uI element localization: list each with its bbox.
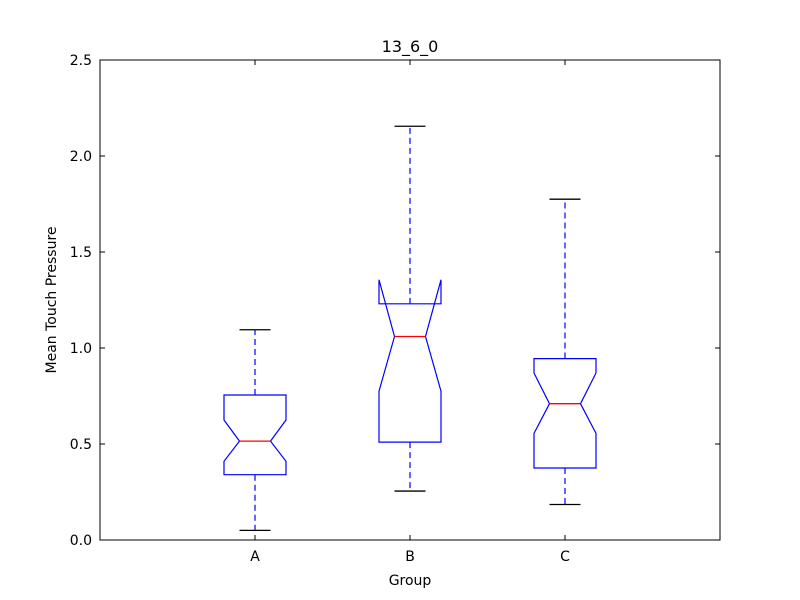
- x-axis-label: Group: [389, 573, 432, 589]
- x-tick-label: A: [250, 549, 260, 565]
- plot-area: [223, 125, 597, 532]
- y-tick-label: 0.0: [70, 533, 92, 549]
- notched-box-A: [223, 394, 287, 476]
- x-tick-label: B: [405, 549, 415, 565]
- y-tick-label: 1.5: [70, 245, 92, 261]
- notched-box-B: [378, 279, 442, 443]
- y-tick-label: 1.0: [70, 341, 92, 357]
- y-axis-label: Mean Touch Pressure: [44, 226, 60, 373]
- box-group-B: [378, 125, 442, 492]
- y-tick-label: 0.5: [70, 437, 92, 453]
- chart-title: 13_6_0: [382, 37, 439, 57]
- box-group-A: [223, 329, 287, 532]
- y-tick-label: 2.5: [70, 53, 92, 69]
- axes: 0.0 0.5 1.0 1.5 2.0 2.5 A B C: [70, 53, 721, 565]
- x-tick-label: C: [560, 549, 570, 565]
- notched-box-C: [533, 358, 597, 469]
- box-group-C: [533, 198, 597, 506]
- y-tick-label: 2.0: [70, 149, 92, 165]
